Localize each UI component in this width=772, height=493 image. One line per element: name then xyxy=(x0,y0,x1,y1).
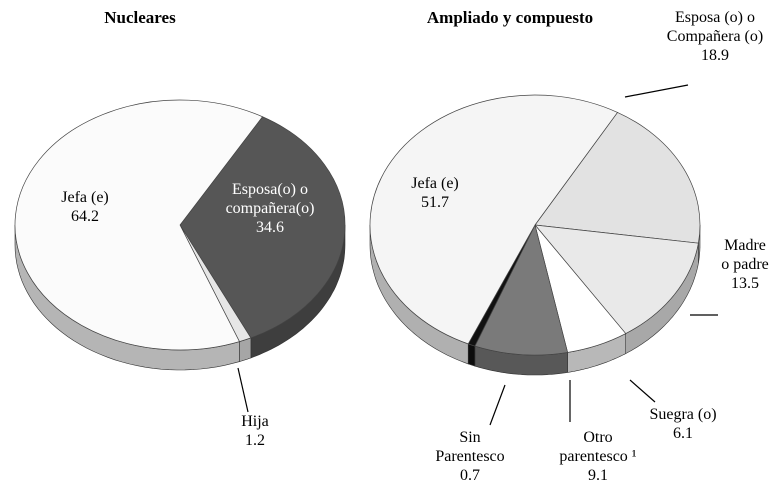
slice-value: 64.2 xyxy=(71,208,99,225)
slice xyxy=(14,99,264,351)
chart-title: Nucleares xyxy=(104,8,176,27)
slice-value: 18.9 xyxy=(701,47,729,64)
leader-line xyxy=(237,367,249,413)
slice-label: Sin Parentesco xyxy=(435,429,505,465)
slice xyxy=(474,224,569,356)
slice-label: Jefa (e) xyxy=(411,175,459,192)
slice-value: 51.7 xyxy=(421,194,449,211)
leader-line xyxy=(629,379,656,403)
slice-label: Suegra (o) xyxy=(649,406,717,423)
slice-value: 13.5 xyxy=(731,275,759,292)
leader-line xyxy=(624,84,689,98)
slice-value: 9.1 xyxy=(588,467,608,484)
slice-value: 1.2 xyxy=(245,432,265,449)
slice-value: 34.6 xyxy=(256,219,284,236)
chart-title: Ampliado y compuesto xyxy=(426,8,594,27)
slice-side xyxy=(239,337,252,363)
slice-value: 6.1 xyxy=(673,425,693,442)
slice-label: Esposa (o) o Compañera (o) xyxy=(666,9,764,45)
slice xyxy=(369,94,619,345)
slice xyxy=(534,111,701,244)
slice-label: Madre o padre xyxy=(721,237,769,273)
slice-label: Jefa (e) xyxy=(61,189,109,206)
slice-value: 0.7 xyxy=(460,467,480,484)
slice-label: Hija xyxy=(241,413,269,430)
leader-line xyxy=(489,384,506,426)
slice-label: Otro parentesco ¹ xyxy=(559,429,637,465)
slice xyxy=(179,116,346,339)
slice-side xyxy=(467,343,476,367)
slice-label: Esposa(o) o compañera(o) xyxy=(225,181,315,217)
slice xyxy=(534,224,699,335)
